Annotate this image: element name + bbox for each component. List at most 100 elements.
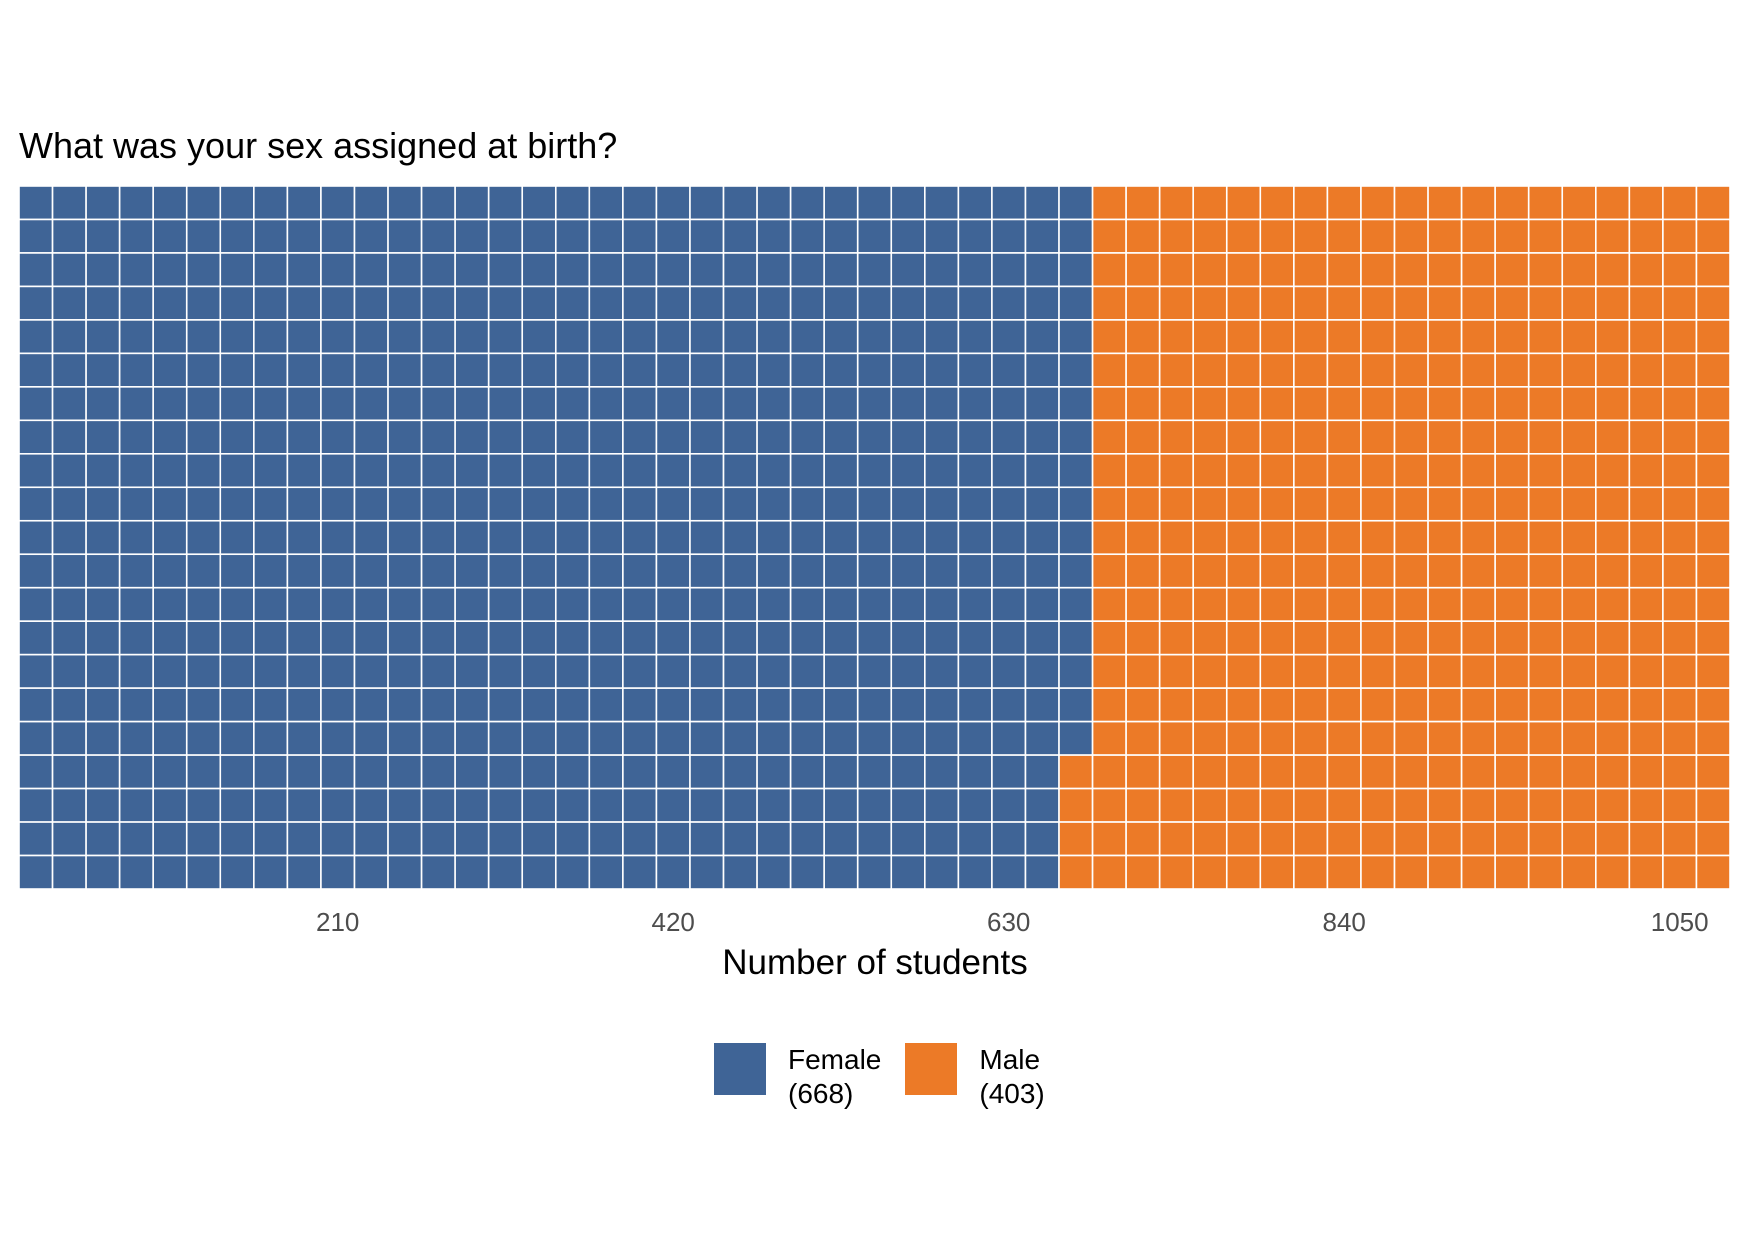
waffle-cell-female [957,352,993,388]
waffle-cell-male [1460,252,1496,288]
waffle-cell-male [1695,821,1731,857]
waffle-cell-female [219,352,255,388]
waffle-cell-female [219,787,255,823]
waffle-cell-male [1595,821,1631,857]
waffle-cell-male [1158,620,1195,656]
waffle-cell-male [1259,687,1295,723]
waffle-cell-female [1058,185,1094,221]
waffle-cell-male [1527,754,1564,790]
waffle-cell-female [51,519,87,556]
waffle-cell-female [253,821,289,857]
waffle-cell-male [1427,754,1463,790]
waffle-cell-male [1628,252,1664,288]
waffle-cell-female [152,787,188,823]
waffle-cell-female [823,653,859,689]
waffle-cell-female [991,486,1027,522]
waffle-cell-female [655,754,691,790]
waffle-cell-female [957,419,993,455]
waffle-cell-female [554,553,591,589]
waffle-cell-male [1460,419,1496,455]
waffle-cell-male [1561,519,1597,556]
waffle-cell-male [1494,185,1530,221]
waffle-cell-male [1460,519,1496,556]
waffle-cell-female [957,386,993,422]
waffle-cell-female [856,754,893,790]
waffle-cell-female [856,553,893,589]
waffle-cell-female [185,854,222,890]
waffle-cell-female [286,687,322,723]
waffle-cell-male [1326,854,1362,890]
x-axis-ticks: 210 420 630 840 1050 [316,907,1709,937]
waffle-cell-female [118,519,154,556]
waffle-cell-female [51,285,87,321]
waffle-cell-female [957,185,993,221]
waffle-cell-male [1225,486,1262,522]
waffle-cell-female [454,319,490,355]
waffle-cell-male [1158,854,1195,890]
waffle-cell-male [1393,620,1429,656]
waffle-cell-female [387,486,423,522]
waffle-cell-female [722,854,758,890]
waffle-cell-female [756,553,792,589]
waffle-cell-female [622,553,658,589]
waffle-cell-female [18,519,54,556]
waffle-cell-male [1561,252,1597,288]
waffle-cell-female [353,787,389,823]
waffle-cell-male [1494,319,1530,355]
waffle-cell-female [521,386,557,422]
waffle-cell-male [1326,620,1362,656]
waffle-cell-male [1293,653,1329,689]
waffle-cell-female [185,787,222,823]
waffle-cell-male [1695,285,1731,321]
waffle-cell-male [1527,519,1564,556]
waffle-cell-male [1293,218,1329,254]
waffle-cell-female [588,519,624,556]
waffle-cell-male [1091,854,1127,890]
waffle-cell-female [454,821,490,857]
x-tick-label: 1050 [1651,907,1709,937]
waffle-cell-male [1393,352,1429,388]
waffle-cell-female [622,754,658,790]
waffle-cell-female [789,252,825,288]
waffle-cell-male [1360,419,1396,455]
waffle-cell-male [1192,586,1228,622]
waffle-cell-male [1628,352,1664,388]
waffle-cell-male [1527,386,1564,422]
waffle-cell-male [1662,854,1698,890]
waffle-cell-male [1393,218,1429,254]
waffle-cell-female [387,185,423,221]
waffle-cell-female [521,486,557,522]
waffle-cell-female [85,854,121,890]
waffle-cell-female [51,352,87,388]
waffle-cell-female [420,218,456,254]
waffle-cell-female [85,386,121,422]
waffle-cell-female [487,218,524,254]
waffle-cell-female [353,553,389,589]
waffle-cell-female [991,386,1027,422]
waffle-cell-male [1695,352,1731,388]
waffle-cell-female [991,854,1027,890]
waffle-cell-male [1192,319,1228,355]
waffle-cell-female [185,687,222,723]
waffle-cell-female [655,720,691,756]
waffle-cell-female [823,453,859,489]
waffle-cell-female [957,620,993,656]
waffle-cell-female [622,586,658,622]
waffle-cell-female [353,185,389,221]
waffle-cell-female [387,553,423,589]
waffle-cell-male [1259,185,1295,221]
waffle-cell-female [1058,687,1094,723]
waffle-cell-male [1225,285,1262,321]
waffle-cell-male [1595,386,1631,422]
waffle-cell-male [1695,519,1731,556]
waffle-cell-male [1561,687,1597,723]
waffle-cell-female [924,386,960,422]
waffle-cell-female [655,553,691,589]
waffle-cell-female [454,419,490,455]
waffle-cell-male [1125,620,1161,656]
waffle-cell-male [1091,285,1127,321]
waffle-cell-male [1662,453,1698,489]
waffle-cell-male [1460,386,1496,422]
waffle-cell-female [253,519,289,556]
waffle-cell-male [1427,386,1463,422]
